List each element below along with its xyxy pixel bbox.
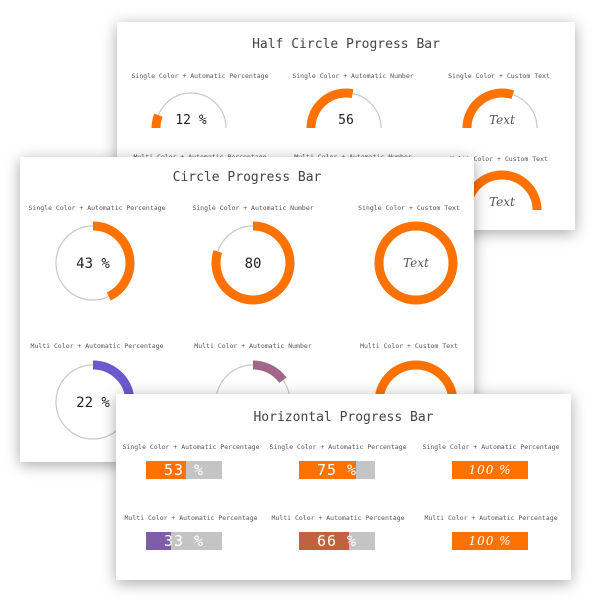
bar-label: 75 % bbox=[316, 461, 358, 479]
gauge-caption: Multi Color + Custom Text bbox=[360, 342, 458, 350]
gauge-caption: Multi Color + Custom Text bbox=[450, 155, 548, 163]
gauge-progress-arc bbox=[462, 88, 515, 129]
gauge-value-label: 43 % bbox=[76, 256, 110, 272]
bar-label: 53 % bbox=[163, 461, 205, 479]
gauge-track bbox=[155, 92, 227, 129]
half-gauge: 12 % bbox=[151, 92, 227, 129]
half-circle-title: Half Circle Progress Bar bbox=[252, 37, 440, 52]
gauge-value-label: Text bbox=[489, 113, 515, 127]
gauge-value-label: Text bbox=[489, 195, 515, 209]
bar-caption: Single Color + Automatic Percentage bbox=[422, 443, 560, 451]
bar-fill bbox=[452, 461, 528, 479]
gauge-caption: Single Color + Automatic Number bbox=[292, 72, 414, 80]
half-gauge: 56 bbox=[306, 88, 382, 129]
gauge-progress-arc bbox=[151, 113, 163, 129]
bar-fill bbox=[452, 532, 528, 550]
circle-gauge bbox=[374, 360, 458, 444]
bar-label: 66 % bbox=[316, 532, 358, 550]
bar-caption: Multi Color + Automatic Percentage bbox=[124, 514, 258, 522]
half-gauge: Text bbox=[462, 170, 542, 211]
bar-fill bbox=[146, 461, 187, 479]
bar-caption: Single Color + Automatic Percentage bbox=[122, 443, 260, 451]
gauge-caption: Single Color + Automatic Percentage bbox=[131, 72, 269, 80]
bar-fill bbox=[299, 461, 356, 479]
bar-caption: Multi Color + Automatic Percentage bbox=[271, 514, 405, 522]
horizontal-card: Horizontal Progress Bar Single Color + A… bbox=[116, 394, 571, 580]
gauge-caption: Single Color + Custom Text bbox=[358, 204, 460, 212]
gauge-progress-arc bbox=[211, 221, 295, 305]
bar-caption: Single Color + Automatic Percentage bbox=[269, 443, 407, 451]
horizontal-title: Horizontal Progress Bar bbox=[253, 410, 434, 425]
horizontal-progress-bar: 66 % bbox=[299, 532, 375, 550]
horizontal-progress-bar: 33 % bbox=[146, 532, 222, 550]
gauge-progress-arc bbox=[252, 360, 287, 384]
circle-title: Circle Progress Bar bbox=[172, 170, 322, 185]
bar-fill bbox=[299, 532, 350, 550]
gauge-progress-arc bbox=[374, 221, 458, 305]
gauge-caption: Multi Color + Automatic Percentage bbox=[30, 342, 164, 350]
gauge-progress-arc bbox=[92, 360, 134, 397]
gauge-value-label: Text bbox=[403, 256, 429, 270]
gauge-value-label: 56 bbox=[338, 113, 354, 128]
bar-label: 100 % bbox=[468, 534, 512, 548]
circle-gauge: Text bbox=[374, 221, 458, 305]
horizontal-progress-bar: 75 % bbox=[299, 461, 375, 479]
gauge-value-label: 22 % bbox=[76, 395, 110, 411]
gauge-value-label: 80 bbox=[245, 256, 262, 272]
gauge-value-label: 12 % bbox=[175, 113, 206, 128]
gauge-caption: Multi Color + Automatic Number bbox=[194, 342, 312, 350]
horizontal-progress-bar: 53 % bbox=[146, 461, 222, 479]
half-gauge: Text bbox=[462, 88, 538, 129]
circle-gauge: 80 bbox=[211, 221, 295, 305]
gauge-progress-arc bbox=[92, 221, 135, 301]
gauge-progress-arc bbox=[306, 88, 354, 129]
gauge-caption: Single Color + Custom Text bbox=[448, 72, 550, 80]
horizontal-progress-bar: 100 % bbox=[452, 461, 528, 479]
gauge-caption: Single Color + Automatic Number bbox=[192, 204, 314, 212]
gauge-caption: Single Color + Automatic Percentage bbox=[28, 204, 166, 212]
bar-label: 100 % bbox=[468, 463, 512, 477]
bar-label: 33 % bbox=[163, 532, 205, 550]
circle-gauge: 43 % bbox=[55, 221, 135, 301]
horizontal-progress-bar: 100 % bbox=[452, 532, 528, 550]
bar-caption: Multi Color + Automatic Percentage bbox=[424, 514, 558, 522]
bar-fill bbox=[146, 532, 172, 550]
